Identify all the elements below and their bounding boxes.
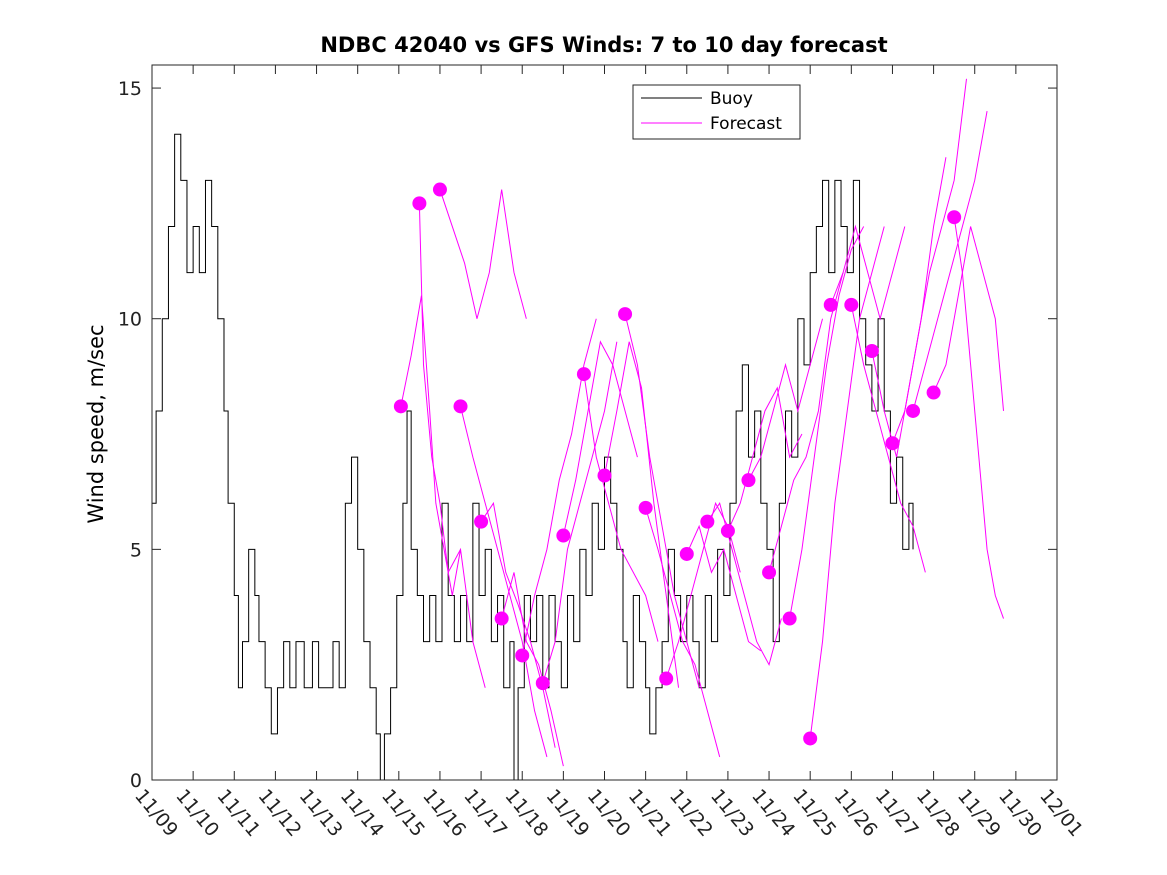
forecast-marker-3 xyxy=(453,399,468,414)
forecast-series-line-27 xyxy=(933,226,1005,412)
forecast-series-line-23 xyxy=(850,304,926,573)
plot-area xyxy=(152,78,1005,780)
forecast-marker-21 xyxy=(823,297,838,312)
forecast-series-line-25 xyxy=(891,78,967,444)
forecast-series-line-28 xyxy=(953,217,1004,619)
forecast-series-line-16 xyxy=(706,502,782,667)
forecast-series-line-13 xyxy=(645,507,721,758)
forecast-marker-22 xyxy=(844,297,859,312)
forecast-series-line-12 xyxy=(624,313,700,688)
forecast-marker-6 xyxy=(515,648,530,663)
forecast-marker-14 xyxy=(679,546,694,561)
forecast-series-line-11 xyxy=(604,341,680,688)
forecast-series-line-8 xyxy=(542,341,618,684)
forecast-series-line-22 xyxy=(830,224,906,321)
forecast-marker-4 xyxy=(474,514,489,529)
forecast-marker-23 xyxy=(864,344,879,358)
forecast-series-line-20 xyxy=(789,226,865,619)
forecast-series-line-7 xyxy=(521,318,597,656)
buoy-series-line xyxy=(152,133,914,780)
forecast-series-line-18 xyxy=(748,318,824,481)
forecast-series-line-15 xyxy=(686,524,762,652)
y-tick-label-0: 0 xyxy=(130,770,142,792)
forecast-marker-26 xyxy=(926,385,941,400)
forecast-marker-25 xyxy=(906,403,921,418)
forecast-marker-19 xyxy=(782,611,797,626)
legend-label-forecast: Forecast xyxy=(710,114,782,134)
forecast-series-line-3 xyxy=(439,189,527,319)
forecast-series-line-1 xyxy=(400,295,462,596)
legend: Buoy Forecast xyxy=(632,84,801,140)
forecast-series-line-4 xyxy=(460,406,548,758)
forecast-marker-11 xyxy=(618,307,633,322)
chart-title: NDBC 42040 vs GFS Winds: 7 to 10 day for… xyxy=(320,33,887,57)
forecast-series-line-2 xyxy=(418,203,486,688)
y-tick-label-15: 15 xyxy=(118,78,142,100)
forecast-marker-27 xyxy=(947,210,962,225)
forecast-series-line-17 xyxy=(727,386,803,532)
forecast-marker-24 xyxy=(885,436,900,451)
y-tick-label-10: 10 xyxy=(118,309,142,331)
forecast-series-line-26 xyxy=(912,111,988,412)
legend-box xyxy=(632,84,801,140)
forecast-marker-13 xyxy=(659,671,674,686)
forecast-marker-10 xyxy=(597,468,612,483)
forecast-marker-12 xyxy=(638,500,653,515)
forecast-marker-5 xyxy=(494,611,509,626)
y-tick-label-5: 5 xyxy=(130,539,142,561)
forecast-series-line-21 xyxy=(809,226,885,739)
forecast-marker-8 xyxy=(556,528,571,543)
y-axis-label: Wind speed, m/sec xyxy=(84,324,108,523)
forecast-series-line-10 xyxy=(583,373,659,642)
forecast-marker-0 xyxy=(393,399,408,414)
forecast-marker-17 xyxy=(741,473,756,488)
forecast-marker-9 xyxy=(576,367,591,382)
forecast-series-line-9 xyxy=(562,340,638,536)
forecast-marker-2 xyxy=(432,182,447,197)
legend-label-buoy: Buoy xyxy=(710,89,753,109)
forecast-marker-1 xyxy=(412,196,427,211)
forecast-marker-20 xyxy=(803,731,818,746)
forecast-series-line-6 xyxy=(501,572,564,767)
forecast-marker-15 xyxy=(700,514,715,529)
forecast-marker-7 xyxy=(535,676,550,691)
forecast-marker-18 xyxy=(762,565,777,580)
forecast-marker-16 xyxy=(720,523,735,538)
forecast-series-line-19 xyxy=(768,272,844,573)
